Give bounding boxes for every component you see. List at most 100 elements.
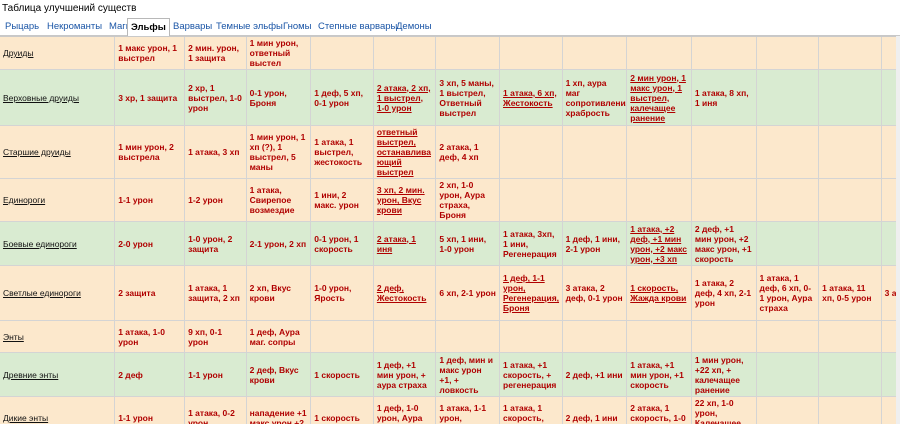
- table-row: Светлые единороги 2 защита 1 атака, 1 защи…: [0, 265, 900, 321]
- upgrade-cell: 0-1 урон, Броня: [246, 69, 312, 126]
- upgrade-cell: 1 мин урон, +22 хп, + калечащее ранение: [691, 352, 757, 397]
- upgrade-cell: 2 деф: [114, 352, 186, 397]
- upgrade-cell: 1 скорость: [310, 352, 374, 397]
- upgrade-cell: 2 мин. урон, 1 защита: [184, 37, 247, 70]
- upgrade-cell: [756, 125, 820, 179]
- upgrade-cell: 1 мин урон, ответный выстел: [246, 37, 312, 70]
- upgrade-cell: 2 хп, 1-0 урон, Аура страха, Броня: [435, 178, 501, 222]
- upgrade-cell[interactable]: 2 мин урон, 1 макс урон, 1 выстрел, кале…: [626, 69, 692, 126]
- upgrade-cell: 0-1 урон, 1 скорость: [310, 221, 374, 266]
- upgrade-cell: 22 хп, 1-0 урон, Калечащее ранение: [691, 396, 757, 424]
- creature-name-link[interactable]: Дикие энты: [0, 396, 116, 424]
- upgrade-cell: 2 защита: [114, 265, 186, 321]
- upgrade-cell: 1 атака, 1 защита, 2 хп: [184, 265, 247, 321]
- table-row: Единороги 1-1 урон 1-2 урон 1 атака, Свиреп…: [0, 178, 900, 222]
- table-row: Старшие друиды 1 мин урон, 2 выстрела 1 ат…: [0, 125, 900, 179]
- upgrades-table: Друиды 1 макс урон, 1 выстрел 2 мин. урон,…: [0, 37, 900, 424]
- upgrade-cell: 1 атака, +1 скорость, + регенерация: [499, 352, 563, 397]
- upgrade-cell: [562, 125, 628, 179]
- upgrade-cell: 1-1 урон: [184, 352, 247, 397]
- upgrades-table-container[interactable]: Друиды 1 макс урон, 1 выстрел 2 мин. урон,…: [0, 36, 900, 424]
- upgrade-cell: [499, 320, 563, 353]
- upgrade-cell: 9 хп, 0-1 урон: [184, 320, 247, 353]
- upgrade-cell[interactable]: ответный выстрел, останавлива ющий выстр…: [373, 125, 437, 179]
- upgrade-cell: [881, 396, 900, 424]
- upgrade-cell: [818, 396, 882, 424]
- upgrade-cell: [626, 125, 692, 179]
- upgrade-cell: 1 атака, 0-2 урон: [184, 396, 247, 424]
- tab-elves[interactable]: Эльфы: [127, 18, 170, 37]
- table-row: Дикие энты 1-1 урон 1 атака, 0-2 урон напад…: [0, 396, 900, 424]
- upgrade-cell: 2 хр, 1 выстрел, 1-0 урон: [184, 69, 247, 126]
- creature-name-link[interactable]: Светлые единороги: [0, 265, 116, 321]
- tab-steppe-barbarians[interactable]: Степные варвары: [318, 21, 398, 32]
- upgrade-cell: [818, 178, 882, 222]
- upgrade-cell: 1 атака, 1-0 урон: [114, 320, 186, 353]
- upgrade-cell: нападение +1 макс урон +2: [246, 396, 312, 424]
- upgrade-cell: [756, 178, 820, 222]
- upgrade-cell: [818, 221, 882, 266]
- upgrade-cell: [756, 396, 820, 424]
- tab-necromancers[interactable]: Некроманты: [47, 21, 103, 32]
- upgrade-cell: 2 атака, 1 скорость, 1-0 урон: [626, 396, 692, 424]
- upgrade-cell: 1 атака, 1 выстрел, жестокость: [310, 125, 374, 179]
- upgrade-cell: 2 деф, +1 ини: [562, 352, 628, 397]
- tab-dwarves[interactable]: Гномы: [283, 21, 312, 32]
- upgrade-cell: 1-0 урон, 2 защита: [184, 221, 247, 266]
- creature-name-link[interactable]: Верховные друиды: [0, 69, 116, 126]
- upgrade-cell: [818, 320, 882, 353]
- upgrade-cell: 2 хп, Вкус крови: [246, 265, 312, 321]
- tab-mages[interactable]: Маги: [109, 21, 132, 32]
- upgrade-cell[interactable]: 1 скорость, Жажда крови: [626, 265, 692, 321]
- table-row: Друиды 1 макс урон, 1 выстрел 2 мин. урон,…: [0, 37, 900, 70]
- upgrade-cell: [756, 37, 820, 70]
- upgrade-cell: 2-1 урон, 2 хп: [246, 221, 312, 266]
- upgrade-cell: [626, 320, 692, 353]
- upgrade-cell: 1 атака, 8 хп, 1 иня: [691, 69, 757, 126]
- upgrade-cell[interactable]: 2 деф, Жестокость: [373, 265, 437, 321]
- upgrade-cell: 2 деф, Вкус крови: [246, 352, 312, 397]
- upgrade-cell: 1 скорость: [310, 396, 374, 424]
- creature-name-link[interactable]: Друиды: [0, 37, 116, 70]
- table-row: Энты 1 атака, 1-0 урон 9 хп, 0-1 урон 1 деф…: [0, 320, 900, 353]
- upgrade-cell: [310, 37, 374, 70]
- tab-knight[interactable]: Рыцарь: [5, 21, 40, 32]
- tab-barbarians[interactable]: Варвары: [173, 21, 213, 32]
- creature-name-link[interactable]: Единороги: [0, 178, 116, 222]
- upgrade-cell: [499, 125, 563, 179]
- upgrade-cell[interactable]: 2 атака, 2 хп, 1 выстрел, 1-0 урон: [373, 69, 437, 126]
- upgrade-cell: [881, 37, 900, 70]
- upgrade-cell[interactable]: 1 атака, 6 хп, Жестокость: [499, 69, 563, 126]
- tab-demons[interactable]: Демоны: [396, 21, 432, 32]
- tab-bar: Рыцарь Некроманты Маги Эльфы Варвары Тем…: [0, 16, 900, 37]
- upgrade-cell: 2 деф, 1 ини: [562, 396, 628, 424]
- upgrade-cell[interactable]: 2 атака, 1 иня: [373, 221, 437, 266]
- upgrade-cell: [562, 178, 628, 222]
- upgrade-cell: 2 атака, 1 деф, 4 хп: [435, 125, 501, 179]
- creature-name-link[interactable]: Древние энты: [0, 352, 116, 397]
- upgrade-cell: 3 хр, 1 защита: [114, 69, 186, 126]
- upgrade-cell: 1 макс урон, 1 выстрел: [114, 37, 186, 70]
- upgrade-cell[interactable]: 3 хп, 2 мин. урон, Вкус крови: [373, 178, 437, 222]
- vertical-scrollbar[interactable]: [896, 36, 900, 424]
- creature-name-link[interactable]: Старшие друиды: [0, 125, 116, 179]
- creature-name-link[interactable]: Энты: [0, 320, 116, 353]
- upgrade-cell: [373, 320, 437, 353]
- upgrade-cell: [310, 320, 374, 353]
- upgrade-cell: [691, 37, 757, 70]
- upgrade-cell[interactable]: 1 деф, 1-1 урон, Регенерация, Броня: [499, 265, 563, 321]
- upgrade-cell: [691, 125, 757, 179]
- upgrade-cell: 1 мин урон, 2 выстрела: [114, 125, 186, 179]
- upgrade-cell: [818, 37, 882, 70]
- table-row: Боевые единороги 2-0 урон 1-0 урон, 2 защи…: [0, 221, 900, 266]
- upgrade-cell: [881, 320, 900, 353]
- upgrade-cell[interactable]: 1 атака, +2 деф, +1 мин урон, +2 макс ур…: [626, 221, 692, 266]
- upgrade-cell: 1 атака, 1 деф, 6 хп, 0-1 урон, Аура стр…: [756, 265, 820, 321]
- upgrade-cell: 1 хп, аура маг сопротивления, храбрость: [562, 69, 628, 126]
- upgrade-cell: 1-1 урон: [114, 396, 186, 424]
- upgrade-cell: [818, 69, 882, 126]
- tab-dark-elves[interactable]: Темные эльфы: [216, 21, 283, 32]
- creature-name-link[interactable]: Боевые единороги: [0, 221, 116, 266]
- upgrade-cell: [756, 221, 820, 266]
- upgrade-cell: [691, 320, 757, 353]
